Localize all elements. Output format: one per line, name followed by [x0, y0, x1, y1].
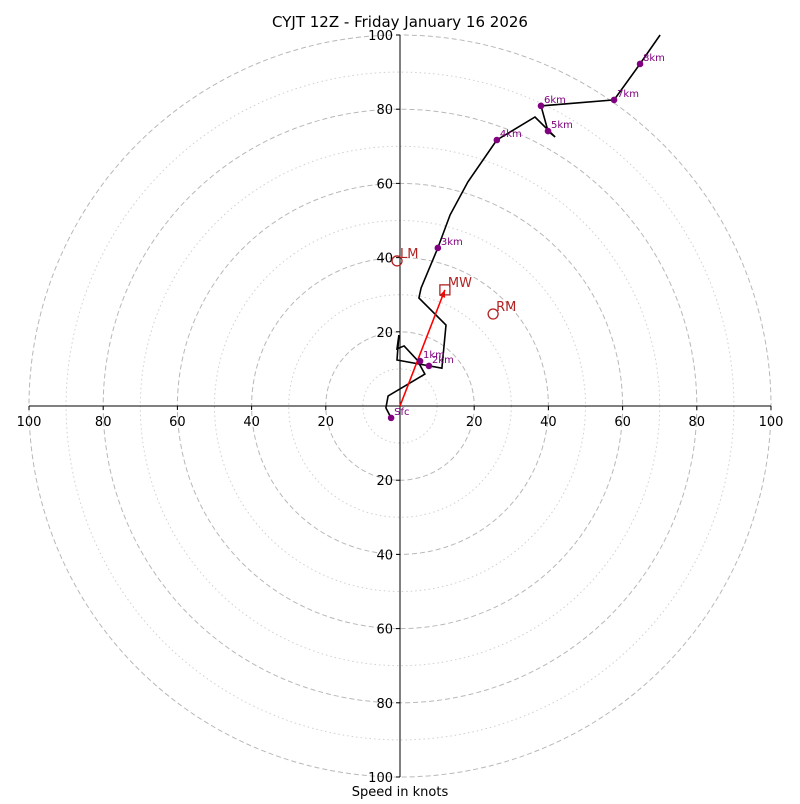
height-label-1km: 1km [423, 350, 445, 361]
x-tick-label: 40 [243, 415, 260, 430]
storm-marker-MW [439, 284, 451, 296]
tick-labels: 100 80 60 40 20 20 40 60 80 100 100 80 60 40 20 20 40 60 8… [17, 29, 784, 786]
height-marker-2km [425, 362, 433, 370]
storm-label-LM: LM [400, 247, 418, 262]
height-marker-7km [610, 96, 618, 104]
height-marker-1km [416, 357, 424, 365]
x-tick-label: 60 [614, 415, 631, 430]
height-label-2km: 2km [432, 355, 454, 366]
height-marker-8km [636, 60, 644, 68]
storm-marker-LM [391, 255, 403, 267]
y-tick-label: 20 [376, 326, 393, 341]
height-label-8km: 8km [643, 53, 665, 64]
mean-wind-arrowhead [439, 289, 446, 298]
storm-motions: LM MW RM [391, 247, 516, 320]
chart-title: CYJT 12Z - Friday January 16 2026 [272, 13, 528, 31]
mean-wind-vector [399, 289, 446, 407]
height-marker-3km [434, 244, 442, 252]
storm-label-RM: RM [496, 300, 516, 315]
y-tick-label: 80 [376, 697, 393, 712]
x-tick-label: 60 [169, 415, 186, 430]
height-label-6km: 6km [544, 95, 566, 106]
height-marker-4km [493, 136, 501, 144]
storm-marker-RM [487, 308, 499, 320]
x-tick-label: 80 [95, 415, 112, 430]
x-tick-label: 40 [540, 415, 557, 430]
y-tick-label: 100 [368, 29, 393, 44]
height-label-5km: 5km [551, 120, 573, 131]
x-tick-label: 100 [17, 415, 42, 430]
height-marker-5km [544, 127, 552, 135]
x-tick-label: 80 [689, 415, 706, 430]
y-tick-label: 40 [376, 252, 393, 267]
y-tick-label: 100 [368, 771, 393, 786]
storm-label-MW: MW [448, 276, 472, 291]
x-tick-label: 20 [466, 415, 483, 430]
height-marker-Sfc [387, 414, 395, 422]
y-tick-label: 20 [376, 474, 393, 489]
x-axis-label: Speed in knots [352, 785, 449, 800]
height-marker-6km [537, 102, 545, 110]
height-label-7km: 7km [617, 89, 639, 100]
height-label-3km: 3km [441, 237, 463, 248]
x-tick-label: 100 [759, 415, 784, 430]
height-label-4km: 4km [500, 129, 522, 140]
x-tick-label: 20 [318, 415, 335, 430]
y-tick-label: 60 [376, 623, 393, 638]
y-tick-label: 60 [376, 177, 393, 192]
height-label-Sfc: Sfc [394, 407, 409, 418]
y-tick-label: 40 [376, 548, 393, 563]
y-tick-label: 80 [376, 103, 393, 118]
